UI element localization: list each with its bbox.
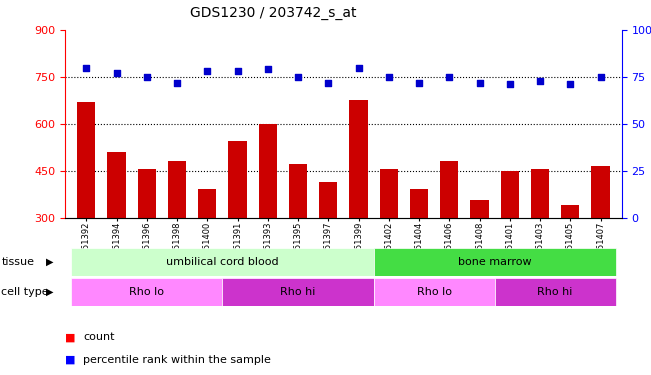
Bar [107, 152, 126, 217]
Point [323, 80, 333, 86]
Bar [380, 169, 398, 217]
Bar [501, 171, 519, 217]
Text: GDS1230 / 203742_s_at: GDS1230 / 203742_s_at [190, 6, 357, 20]
Bar [592, 166, 609, 218]
Text: Rho hi: Rho hi [538, 286, 573, 297]
Text: Rho lo: Rho lo [417, 286, 452, 297]
Text: percentile rank within the sample: percentile rank within the sample [83, 355, 271, 365]
Point [293, 74, 303, 80]
Point [111, 70, 122, 76]
Point [202, 68, 212, 74]
Bar [258, 124, 277, 218]
Point [383, 74, 394, 80]
Point [475, 80, 485, 86]
Point [414, 80, 424, 86]
Bar [289, 164, 307, 218]
Text: Rho hi: Rho hi [281, 286, 316, 297]
Text: ■: ■ [65, 355, 76, 365]
Point [141, 74, 152, 80]
Point [565, 81, 575, 87]
Text: ▶: ▶ [46, 256, 53, 267]
Point [353, 64, 364, 70]
Bar [561, 205, 579, 218]
Bar [374, 278, 495, 306]
Bar [71, 278, 223, 306]
Bar [410, 189, 428, 217]
Bar [71, 248, 374, 276]
Text: cell type: cell type [1, 286, 49, 297]
Text: ■: ■ [65, 333, 76, 342]
Bar [168, 161, 186, 218]
Bar [229, 141, 247, 218]
Point [535, 78, 546, 84]
Bar [374, 248, 616, 276]
Point [172, 80, 182, 86]
Bar [223, 278, 374, 306]
Point [81, 64, 92, 70]
Bar [77, 102, 95, 218]
Bar [350, 100, 368, 218]
Bar [440, 161, 458, 218]
Text: bone marrow: bone marrow [458, 256, 531, 267]
Text: ▶: ▶ [46, 286, 53, 297]
Bar [138, 169, 156, 217]
Text: tissue: tissue [1, 256, 35, 267]
Text: count: count [83, 333, 115, 342]
Bar [531, 169, 549, 217]
Text: umbilical cord blood: umbilical cord blood [166, 256, 279, 267]
Bar [319, 182, 337, 218]
Bar [471, 200, 489, 217]
Point [262, 66, 273, 72]
Point [444, 74, 454, 80]
Point [595, 74, 605, 80]
Bar [198, 189, 216, 217]
Bar [495, 278, 616, 306]
Point [505, 81, 515, 87]
Point [232, 68, 243, 74]
Text: Rho lo: Rho lo [130, 286, 164, 297]
